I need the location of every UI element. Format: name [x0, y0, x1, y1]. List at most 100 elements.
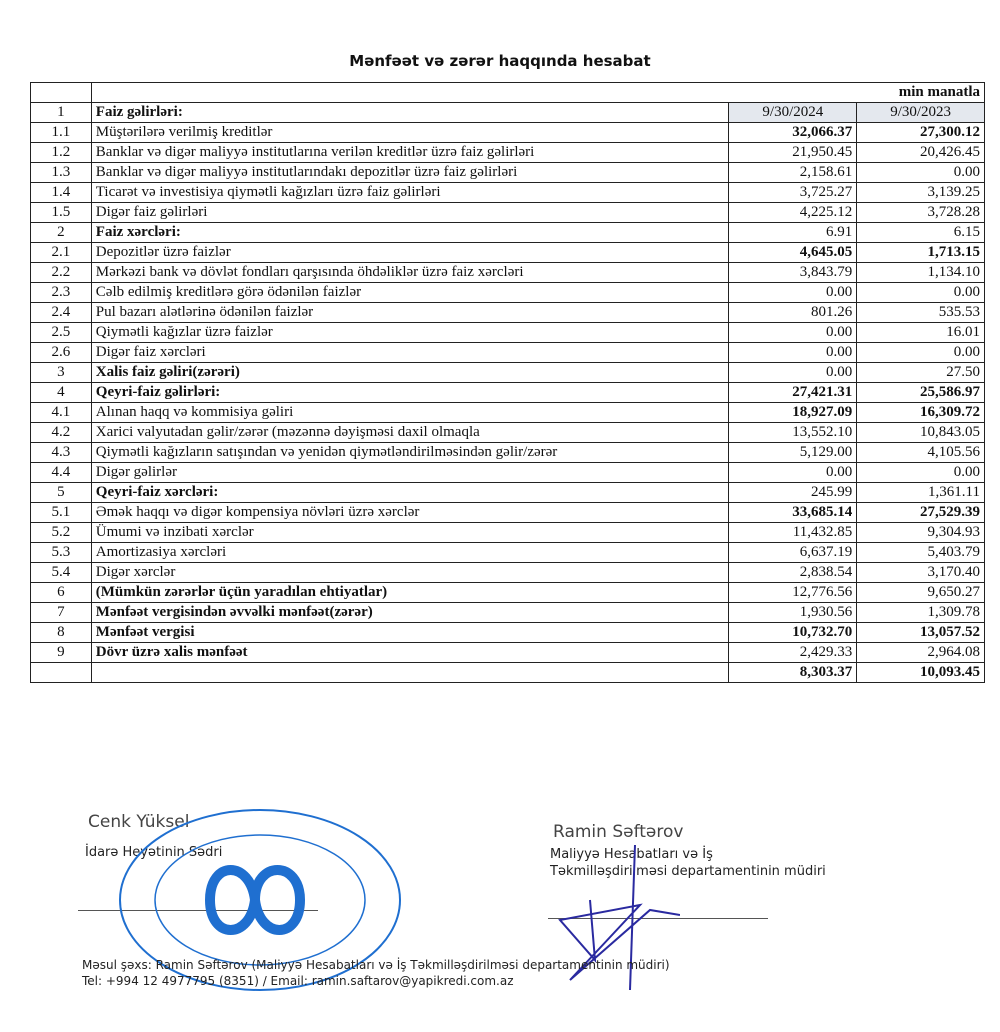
- row-number: 5.4: [30, 562, 92, 583]
- row-label: Mənfəət vergisi: [90, 622, 730, 643]
- row-number: 4: [30, 382, 92, 403]
- row-number: 1.3: [30, 162, 92, 183]
- row-number: 2.2: [30, 262, 92, 283]
- table-row: 1.4 Ticarət və investisiya qiymətli kağız…: [30, 182, 985, 203]
- value-2024: 3,725.27: [728, 182, 858, 203]
- value-2024: 8,303.37: [728, 662, 858, 683]
- handwritten-signature: [558, 844, 680, 991]
- value-2023: 20,426.45: [856, 142, 985, 163]
- value-2023: 10,093.45: [856, 662, 985, 683]
- row-label: Depozitlər üzrə faizlər: [90, 242, 730, 263]
- right-signatory-title-1: Maliyyə Hesabatları və İş: [550, 847, 713, 862]
- income-statement-table: min manatla 1 Faiz gəlirləri: 9/30/2024 9/3…: [30, 82, 986, 683]
- value-2023: 1,309.78: [856, 602, 985, 623]
- table-row: 5.1 Əmək haqqı və digər kompensiya növlər…: [30, 502, 985, 523]
- value-2023: 1,361.11: [856, 482, 985, 503]
- value-2023: 3,139.25: [856, 182, 985, 203]
- row-number: 1.5: [30, 202, 92, 223]
- value-2023: 3,170.40: [856, 562, 985, 583]
- row-label: Ümumi və inzibati xərclər: [90, 522, 730, 543]
- row-number: 2: [30, 222, 92, 243]
- value-2024: 2,429.33: [728, 642, 858, 663]
- row-label: Qiymətli kağızların satışından və yenidə…: [90, 442, 730, 463]
- row-label: Banklar və digər maliyyə institutlarına …: [90, 142, 730, 163]
- row-number: 1.2: [30, 142, 92, 163]
- value-2023: 4,105.56: [856, 442, 985, 463]
- row-label: Cəlb edilmiş kreditlərə görə ödənilən fa…: [90, 282, 730, 303]
- unit-label: min manatla: [91, 82, 986, 103]
- row-number: 4.3: [30, 442, 92, 463]
- row-label: (Mümkün zərərlər üçün yaradılan ehtiyatl…: [90, 582, 730, 603]
- row-label: Qeyri-faiz gəlirləri:: [90, 382, 730, 403]
- value-2023: 5,403.79: [856, 542, 985, 563]
- table-row: 2.1 Depozitlər üzrə faizlər 4,645.05 1,713.…: [30, 242, 985, 263]
- right-signatory-name: Ramin Səftərov: [553, 822, 684, 842]
- value-2024: 245.99: [728, 482, 858, 503]
- table-row: 8 Mənfəət vergisi 10,732.70 13,057.52: [30, 622, 985, 643]
- contact-info: Tel: +994 12 4977795 (8351) / Email: ram…: [82, 974, 514, 988]
- table-row: 5 Qeyri-faiz xərcləri: 245.99 1,361.11: [30, 482, 985, 503]
- table-row: 1.1 Müştərilərə verilmiş kreditlər 32,066.…: [30, 122, 985, 143]
- value-2023: 0.00: [856, 162, 985, 183]
- value-2024: 0.00: [728, 362, 858, 383]
- row-number: [30, 662, 92, 683]
- value-2024: 6,637.19: [728, 542, 858, 563]
- row-number: 2.3: [30, 282, 92, 303]
- row-label: Xarici valyutadan gəlir/zərər (məzənnə d…: [90, 422, 730, 443]
- value-2023: 2,964.08: [856, 642, 985, 663]
- row-number: 4.4: [30, 462, 92, 483]
- value-2023: 10,843.05: [856, 422, 985, 443]
- value-2023: 16,309.72: [856, 402, 985, 423]
- value-2023: 16.01: [856, 322, 985, 343]
- column-header-2023: 9/30/2023: [856, 102, 985, 123]
- value-2023: 535.53: [856, 302, 985, 323]
- row-label: Digər faiz xərcləri: [90, 342, 730, 363]
- value-2024: 1,930.56: [728, 602, 858, 623]
- value-2024: 5,129.00: [728, 442, 858, 463]
- value-2024: 27,421.31: [728, 382, 858, 403]
- row-label: Digər xərclər: [90, 562, 730, 583]
- value-2023: 9,304.93: [856, 522, 985, 543]
- table-row: 5.2 Ümumi və inzibati xərclər 11,432.85 9,3…: [30, 522, 985, 543]
- row-label: Əmək haqqı və digər kompensiya növləri ü…: [90, 502, 730, 523]
- row-label: Qiymətli kağızlar üzrə faizlər: [90, 322, 730, 343]
- value-2024: 0.00: [728, 342, 858, 363]
- table-row: 2.6 Digər faiz xərcləri 0.00 0.00: [30, 342, 985, 363]
- bank-stamp: [119, 809, 401, 991]
- table-row: 2.2 Mərkəzi bank və dövlət fondları qarşı…: [30, 262, 985, 283]
- right-signatory-title-2: Təkmilləşdirilməsi departamentinin müdir…: [550, 864, 826, 879]
- table-row: 4.4 Digər gəlirlər 0.00 0.00: [30, 462, 985, 483]
- table-row: 4.3 Qiymətli kağızların satışından və yen…: [30, 442, 985, 463]
- value-2023: 0.00: [856, 282, 985, 303]
- row-number: 1: [30, 102, 92, 123]
- row-number: 5.2: [30, 522, 92, 543]
- header-row: 1 Faiz gəlirləri: 9/30/2024 9/30/2023: [30, 102, 985, 123]
- row-label: Müştərilərə verilmiş kreditlər: [90, 122, 730, 143]
- row-number: 1.4: [30, 182, 92, 203]
- value-2024: 0.00: [728, 462, 858, 483]
- table-row: 3 Xalis faiz gəliri(zərəri) 0.00 27.50: [30, 362, 985, 383]
- report-title: Mənfəət və zərər haqqında hesabat: [349, 52, 651, 70]
- table-row: 2.5 Qiymətli kağızlar üzrə faizlər 0.00 16.…: [30, 322, 985, 343]
- table-row: 1.5 Digər faiz gəlirləri 4,225.12 3,728.28: [30, 202, 985, 223]
- row-label: Faiz xərcləri:: [90, 222, 730, 243]
- row-number: 2.4: [30, 302, 92, 323]
- row-number: 1.1: [30, 122, 92, 143]
- table-row: 1.2 Banklar və digər maliyyə institutları…: [30, 142, 985, 163]
- column-header-2024: 9/30/2024: [728, 102, 858, 123]
- left-signature-line: [78, 910, 318, 911]
- value-2024: 11,432.85: [728, 522, 858, 543]
- row-label: Amortizasiya xərcləri: [90, 542, 730, 563]
- right-signature-line: [548, 918, 768, 919]
- value-2024: 12,776.56: [728, 582, 858, 603]
- value-2024: 801.26: [728, 302, 858, 323]
- row-label: Mənfəət vergisindən əvvəlki mənfəət(zərə…: [90, 602, 730, 623]
- row-label: Dövr üzrə xalis mənfəət: [90, 642, 730, 663]
- value-2023: 1,134.10: [856, 262, 985, 283]
- row-number: 2.1: [30, 242, 92, 263]
- responsible-person: Məsul şəxs: Ramin Səftərov (Maliyyə Hesa…: [82, 958, 670, 972]
- value-2024: 21,950.45: [728, 142, 858, 163]
- row-number: 6: [30, 582, 92, 603]
- row-label: Ticarət və investisiya qiymətli kağızlar…: [90, 182, 730, 203]
- table-row: 8,303.37 10,093.45: [30, 662, 985, 683]
